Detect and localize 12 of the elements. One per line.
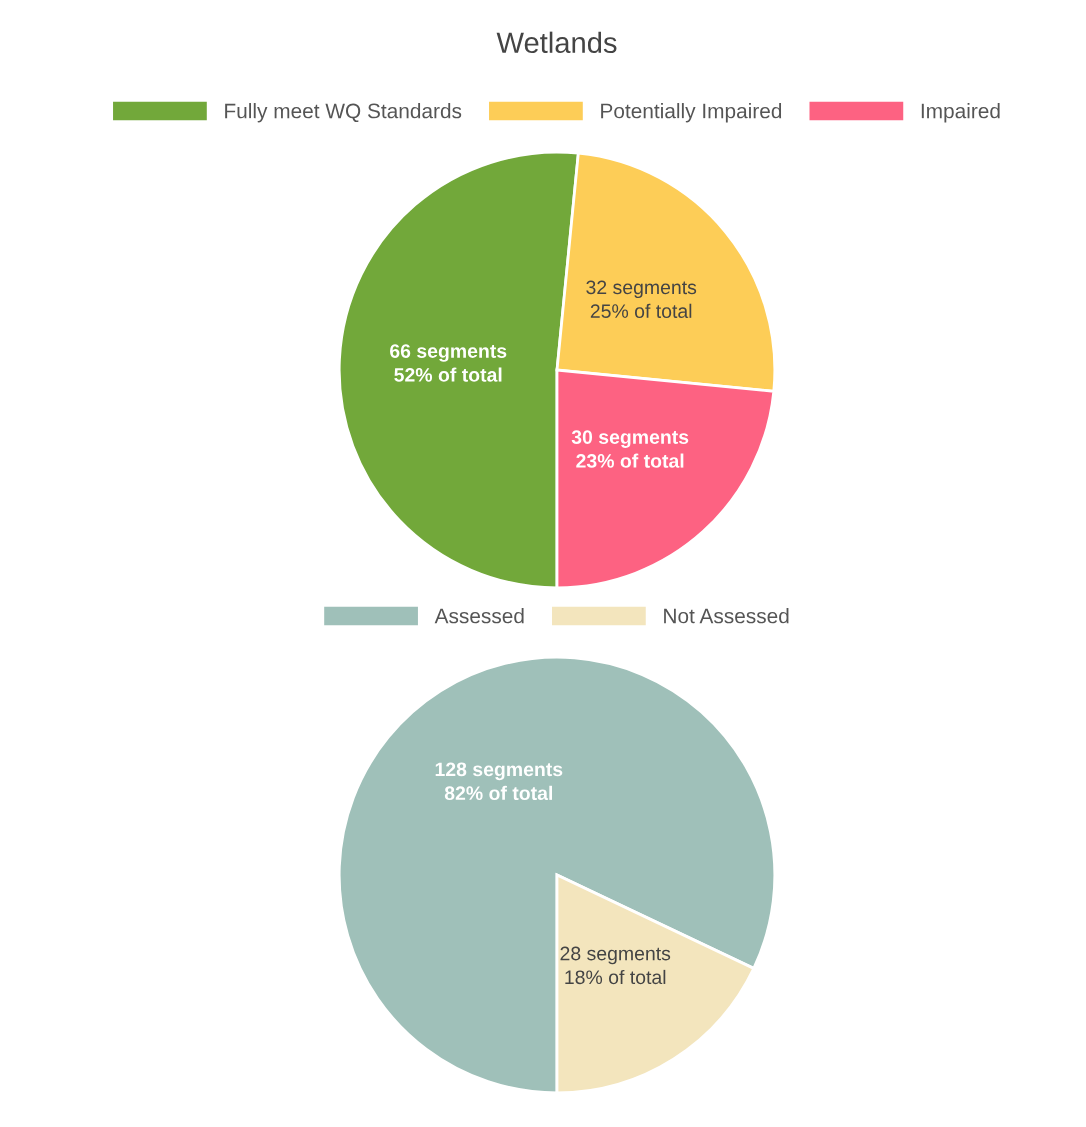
chart-title: Wetlands <box>496 31 617 54</box>
data-label: 28 segments 18% of total <box>560 946 671 985</box>
data-label: 32 segments 25% of total <box>586 280 697 319</box>
legend-label: Impaired <box>921 103 1000 123</box>
legend-label: Not Assessed <box>664 608 789 624</box>
legend-label: Fully meet WQ Standards <box>225 103 462 123</box>
legend-label: Assessed <box>434 608 524 624</box>
pie-slice <box>337 655 777 1095</box>
data-label: 128 segments 82% of total <box>435 762 563 801</box>
data-label: 30 segments 23% of total <box>571 430 689 468</box>
legend-label: Potentially Impaired <box>601 103 782 123</box>
data-label: 66 segments 52% of total <box>390 344 507 382</box>
